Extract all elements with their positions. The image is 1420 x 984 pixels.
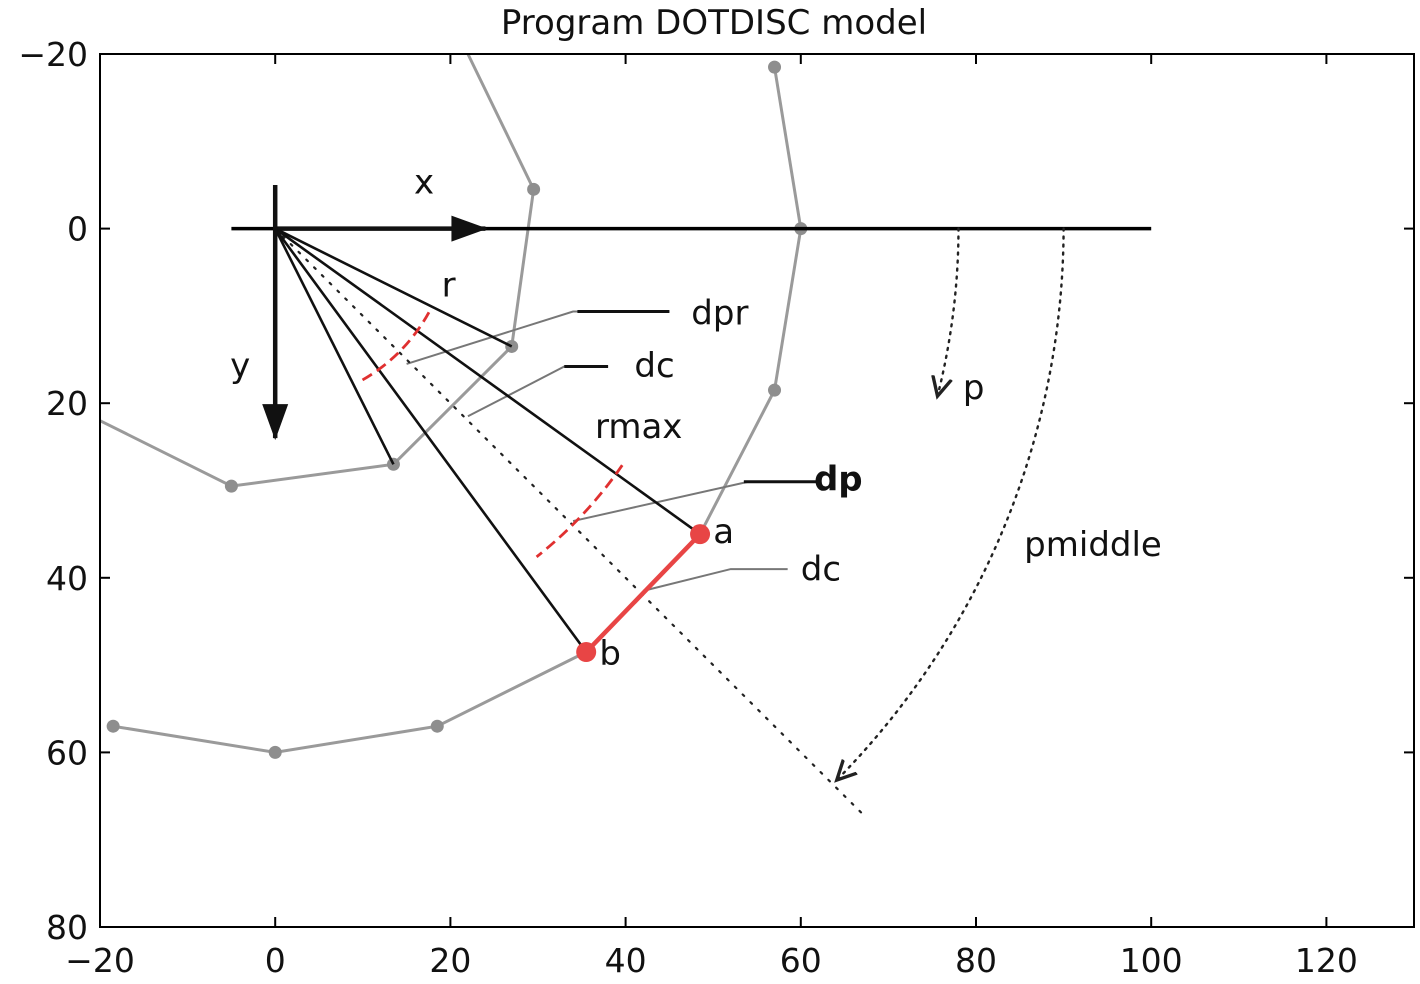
annotation-dc: dc (801, 549, 841, 589)
annotation-rmax: rmax (595, 407, 682, 447)
p-arrow (938, 227, 960, 394)
point-a (690, 524, 711, 545)
pmiddle-arrow (838, 227, 1065, 779)
x-tick-label-5: 80 (955, 941, 997, 979)
interface-2-marker-5 (268, 745, 282, 759)
y-tick-label-1: 0 (67, 210, 88, 249)
y-axis-ticks: −20 0 20 40 60 80 (18, 35, 1414, 947)
interface-2-marker-1 (768, 60, 782, 74)
interface-2-marker-3 (768, 383, 782, 397)
x-tick-label-7: 120 (1295, 941, 1358, 979)
interface-1-marker-1 (527, 182, 541, 196)
y-axis-arrow-label: y (230, 346, 250, 386)
interface-1-marker-4 (224, 479, 238, 493)
leader-dc-upper (467, 365, 609, 418)
point-b-label: b (599, 634, 621, 674)
interface-line-1 (99, 53, 536, 488)
leader-dp (572, 480, 819, 523)
annotation-r: r (442, 266, 456, 306)
point-a-label: a (713, 512, 734, 552)
x-axis-ticks: −20 0 20 40 60 80 100 120 (65, 54, 1358, 980)
interface-2-marker-6 (106, 719, 120, 733)
annotation-pmiddle: pmiddle (1024, 525, 1162, 565)
annotation-p: p (963, 368, 985, 408)
x-tick-label-2: 20 (429, 941, 471, 979)
leader-dpr (406, 310, 670, 365)
dotted-ray (274, 227, 868, 819)
x-tick-label-6: 100 (1120, 941, 1183, 979)
y-tick-label-2: 20 (46, 384, 88, 423)
x-axis-arrow-label: x (414, 163, 434, 203)
x-tick-label-3: 40 (605, 941, 647, 979)
ray-4 (274, 227, 588, 653)
chart-title: Program DOTDISC model (501, 3, 927, 43)
x-tick-label-4: 60 (780, 941, 822, 979)
interface-2-marker-4 (430, 719, 444, 733)
x-tick-label-1: 0 (265, 941, 286, 979)
y-tick-label-3: 40 (46, 559, 88, 598)
point-b (576, 642, 597, 663)
red-arc-rmax (535, 464, 624, 558)
ray-2 (274, 228, 395, 465)
segment-a-b (584, 532, 702, 654)
red-arc-r (361, 311, 431, 382)
x-axis-arrow-head (451, 215, 488, 242)
y-tick-label-0: −20 (18, 35, 88, 74)
x-tick-label-0: −20 (65, 941, 135, 979)
layer-back (99, 53, 819, 759)
annotation-dpr: dpr (691, 294, 748, 334)
annotation-dc: dc (634, 346, 674, 386)
y-axis-arrow-head (262, 404, 289, 441)
annotation-dp: dp (814, 460, 863, 500)
y-tick-label-5: 80 (46, 908, 88, 947)
ray-1 (274, 227, 513, 348)
ray-3 (274, 227, 701, 536)
y-tick-label-4: 60 (46, 733, 88, 772)
leader-dc-lower (642, 568, 788, 592)
plot-frame (99, 53, 1415, 928)
